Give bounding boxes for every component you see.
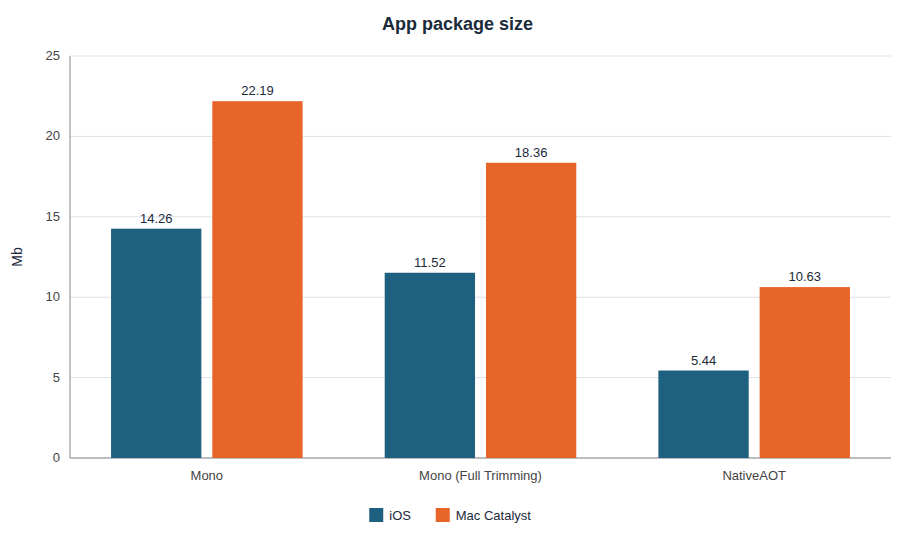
bar	[486, 163, 576, 458]
data-label: 11.52	[414, 255, 446, 270]
y-tick-label: 20	[46, 128, 60, 143]
bar	[385, 273, 475, 458]
x-tick-label: Mono (Full Trimming)	[419, 468, 542, 483]
x-tick-label: NativeAOT	[722, 468, 786, 483]
x-tick-label: Mono	[191, 468, 224, 483]
grid-line	[70, 136, 891, 137]
y-axis-label: Mb	[9, 247, 25, 267]
legend-label: iOS	[389, 508, 411, 523]
legend-label: Mac Catalyst	[456, 508, 532, 523]
grid-line	[70, 56, 891, 57]
data-label: 10.63	[789, 269, 822, 284]
y-tick-label: 15	[46, 209, 60, 224]
data-label: 18.36	[515, 145, 548, 160]
grid	[70, 56, 891, 458]
data-label: 22.19	[241, 83, 274, 98]
grid-line	[70, 216, 891, 217]
y-tick-label: 5	[53, 370, 60, 385]
chart-svg: App package size Mb 0 5 10 15 20 25 14.26 22.19 11…	[0, 0, 915, 544]
y-axis-line	[70, 56, 71, 458]
bar	[111, 229, 201, 458]
bar	[212, 101, 302, 458]
data-label: 14.26	[140, 211, 173, 226]
data-labels: 14.26 22.19 11.52 18.36 5.44 10.63	[140, 83, 821, 367]
legend: iOS Mac Catalyst	[369, 508, 531, 523]
chart-container: App package size Mb 0 5 10 15 20 25 14.26 22.19 11…	[0, 0, 915, 544]
bar	[658, 371, 748, 458]
bars	[111, 101, 850, 458]
y-tick-label: 25	[46, 48, 60, 63]
legend-swatch	[436, 508, 450, 522]
bar	[760, 287, 850, 458]
y-tick-label: 0	[53, 450, 60, 465]
y-tick-label: 10	[46, 289, 60, 304]
chart-title: App package size	[382, 14, 533, 34]
data-label: 5.44	[691, 353, 716, 368]
legend-swatch	[369, 508, 383, 522]
